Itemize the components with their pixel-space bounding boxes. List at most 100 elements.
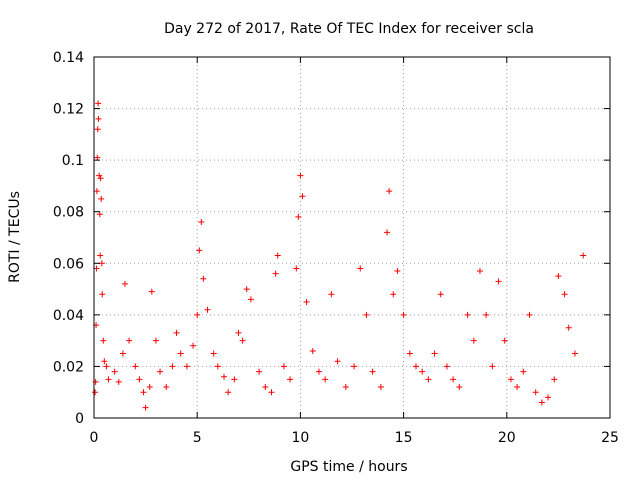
data-point — [121, 280, 128, 287]
data-point — [173, 329, 180, 336]
data-point — [105, 376, 112, 383]
data-point — [526, 311, 533, 318]
data-point — [225, 389, 232, 396]
data-point — [501, 337, 508, 344]
data-point — [437, 291, 444, 298]
data-point — [514, 384, 521, 391]
data-point — [274, 252, 281, 259]
data-point — [96, 172, 103, 179]
data-point — [322, 376, 329, 383]
data-point — [157, 368, 164, 375]
data-point — [198, 219, 205, 226]
data-point — [287, 376, 294, 383]
data-point — [293, 265, 300, 272]
data-point — [377, 384, 384, 391]
data-point — [190, 342, 197, 349]
data-point — [386, 188, 393, 195]
data-point — [95, 115, 102, 122]
chart-title: Day 272 of 2017, Rate Of TEC Index for r… — [164, 21, 534, 37]
data-point — [142, 404, 149, 411]
data-point — [334, 358, 341, 365]
data-point — [132, 363, 139, 370]
data-point — [235, 329, 242, 336]
data-point — [357, 265, 364, 272]
y-tick-label: 0.02 — [53, 359, 84, 375]
x-tick-label: 10 — [291, 430, 309, 446]
data-point — [262, 384, 269, 391]
data-point — [363, 311, 370, 318]
data-point — [532, 389, 539, 396]
y-tick-label: 0.04 — [53, 308, 84, 324]
data-point — [200, 275, 207, 282]
data-point — [243, 286, 250, 293]
data-point — [231, 376, 238, 383]
data-point — [538, 399, 545, 406]
data-point — [406, 350, 413, 357]
data-point — [221, 373, 228, 380]
data-point — [111, 368, 118, 375]
data-point — [456, 384, 463, 391]
data-point — [384, 229, 391, 236]
data-point — [476, 268, 483, 275]
data-point — [96, 211, 103, 218]
data-point — [565, 324, 572, 331]
grid-lines — [94, 57, 610, 418]
y-tick-label: 0.1 — [62, 153, 84, 169]
data-point — [443, 363, 450, 370]
data-point — [204, 306, 211, 313]
x-tick-label: 20 — [498, 430, 516, 446]
data-point — [390, 291, 397, 298]
data-point — [92, 389, 99, 396]
y-tick-label: 0.08 — [53, 205, 84, 221]
data-point — [183, 363, 190, 370]
data-point — [545, 394, 552, 401]
data-point — [196, 247, 203, 254]
data-point — [194, 311, 201, 318]
data-point — [520, 368, 527, 375]
data-point — [489, 363, 496, 370]
data-point — [97, 175, 104, 182]
y-tick-label: 0.06 — [53, 256, 84, 272]
plot-frame — [93, 56, 611, 419]
data-point — [146, 384, 153, 391]
data-point — [94, 126, 101, 133]
data-point — [400, 311, 407, 318]
data-point — [507, 376, 514, 383]
data-point — [163, 384, 170, 391]
data-point — [295, 213, 302, 220]
data-point — [169, 363, 176, 370]
data-point — [470, 337, 477, 344]
data-point — [119, 350, 126, 357]
data-point — [495, 278, 502, 285]
data-point — [483, 311, 490, 318]
y-tick-label: 0.14 — [53, 50, 84, 66]
data-point — [256, 368, 263, 375]
data-point — [97, 252, 104, 259]
data-point — [450, 376, 457, 383]
data-point — [299, 193, 306, 200]
data-point — [342, 384, 349, 391]
data-point — [115, 378, 122, 385]
y-axis-label: ROTI / TECUs — [7, 191, 23, 283]
data-point — [431, 350, 438, 357]
data-point — [551, 376, 558, 383]
data-point — [126, 337, 133, 344]
data-point — [239, 337, 246, 344]
data-point — [571, 350, 578, 357]
data-point — [177, 350, 184, 357]
data-point — [561, 291, 568, 298]
data-point — [580, 252, 587, 259]
data-point — [419, 368, 426, 375]
y-tick-label: 0.12 — [53, 102, 84, 118]
data-point — [148, 288, 155, 295]
y-tick-label: 0 — [75, 411, 84, 427]
x-tick-label: 5 — [193, 430, 202, 446]
data-point — [328, 291, 335, 298]
data-point — [425, 376, 432, 383]
data-point — [98, 195, 105, 202]
data-point — [247, 296, 254, 303]
data-point — [394, 268, 401, 275]
data-point — [309, 347, 316, 354]
data-point — [100, 337, 107, 344]
